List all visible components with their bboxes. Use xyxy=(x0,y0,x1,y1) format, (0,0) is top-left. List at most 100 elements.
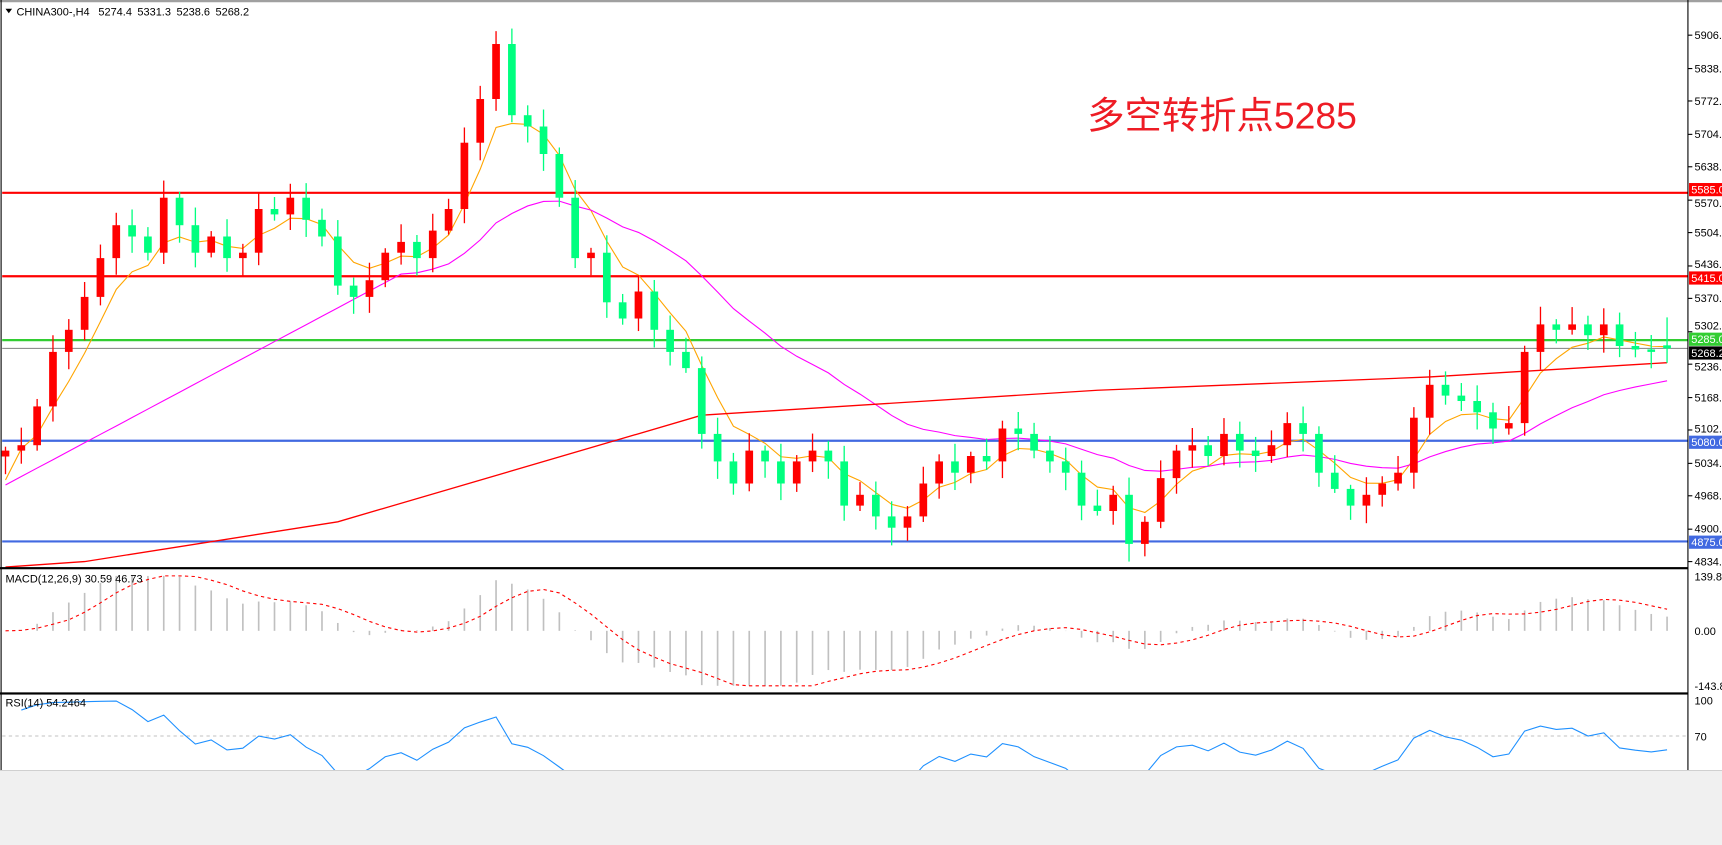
candle[interactable] xyxy=(128,209,136,253)
candle[interactable] xyxy=(444,198,453,235)
candle[interactable] xyxy=(697,356,706,449)
candle[interactable] xyxy=(903,506,912,541)
candle[interactable] xyxy=(1125,477,1133,562)
candle[interactable] xyxy=(49,335,57,422)
candle[interactable] xyxy=(1520,345,1529,436)
candle[interactable] xyxy=(1204,435,1212,466)
candle[interactable] xyxy=(1093,489,1102,516)
candle[interactable] xyxy=(1615,312,1624,358)
candle[interactable] xyxy=(302,183,311,237)
candle[interactable] xyxy=(1267,430,1276,463)
panel-separator[interactable] xyxy=(0,692,1688,695)
candle[interactable] xyxy=(1283,412,1292,458)
candle[interactable] xyxy=(1552,319,1561,344)
candle[interactable] xyxy=(1,446,10,475)
candle[interactable] xyxy=(1251,436,1260,472)
candle[interactable] xyxy=(618,293,627,325)
candle[interactable] xyxy=(33,398,41,451)
candle[interactable] xyxy=(777,443,785,501)
dropdown-triangle-icon[interactable] xyxy=(5,8,13,14)
candle[interactable] xyxy=(1489,402,1497,445)
candle[interactable] xyxy=(397,224,405,265)
candle[interactable] xyxy=(1061,447,1070,491)
candle[interactable] xyxy=(1046,435,1054,473)
candle[interactable] xyxy=(571,180,580,269)
candle[interactable] xyxy=(808,433,817,473)
candle[interactable] xyxy=(1536,306,1545,370)
candle[interactable] xyxy=(998,420,1007,479)
candle[interactable] xyxy=(1346,484,1355,520)
candle[interactable] xyxy=(1410,407,1418,489)
candle[interactable] xyxy=(17,427,26,464)
candle[interactable] xyxy=(413,235,421,276)
candle[interactable] xyxy=(492,31,500,111)
candle[interactable] xyxy=(175,191,184,243)
candle[interactable] xyxy=(144,227,152,261)
candle[interactable] xyxy=(650,279,659,348)
candle[interactable] xyxy=(64,319,73,370)
candle[interactable] xyxy=(982,438,991,470)
candle[interactable] xyxy=(1330,455,1339,493)
candle[interactable] xyxy=(951,443,959,491)
macd-panel[interactable] xyxy=(5,575,1668,687)
candle[interactable] xyxy=(207,231,216,258)
candle[interactable] xyxy=(1315,426,1323,487)
candle[interactable] xyxy=(349,277,358,314)
candle[interactable] xyxy=(1077,460,1086,521)
candle[interactable] xyxy=(270,197,279,221)
candle[interactable] xyxy=(112,212,121,275)
candle[interactable] xyxy=(476,85,485,161)
candle[interactable] xyxy=(1599,308,1608,353)
candle[interactable] xyxy=(666,315,674,366)
candle[interactable] xyxy=(1188,428,1197,468)
candle[interactable] xyxy=(1362,477,1371,524)
candle[interactable] xyxy=(1014,411,1023,451)
candle[interactable] xyxy=(523,105,532,143)
candle[interactable] xyxy=(761,445,769,478)
candle[interactable] xyxy=(1172,444,1181,494)
candle[interactable] xyxy=(428,213,437,273)
candle[interactable] xyxy=(792,455,801,492)
candle[interactable] xyxy=(1631,331,1640,358)
candle[interactable] xyxy=(602,235,611,318)
candle[interactable] xyxy=(682,337,690,373)
candle[interactable] xyxy=(745,433,754,492)
candle[interactable] xyxy=(1441,371,1450,405)
candle[interactable] xyxy=(333,220,342,295)
candle[interactable] xyxy=(1663,317,1671,363)
candle[interactable] xyxy=(1473,385,1482,430)
candle[interactable] xyxy=(935,454,943,499)
candle[interactable] xyxy=(840,445,849,521)
candle[interactable] xyxy=(1504,406,1513,435)
candle[interactable] xyxy=(887,501,896,546)
candle[interactable] xyxy=(318,208,326,247)
candle[interactable] xyxy=(1647,335,1656,369)
candle[interactable] xyxy=(1030,422,1038,459)
candle[interactable] xyxy=(1394,455,1402,491)
candle[interactable] xyxy=(729,452,738,495)
candle[interactable] xyxy=(856,482,864,512)
price-panel[interactable] xyxy=(1,28,1688,568)
candle[interactable] xyxy=(96,244,105,306)
candle[interactable] xyxy=(365,262,374,313)
candle[interactable] xyxy=(254,192,263,266)
candle[interactable] xyxy=(1299,406,1307,452)
candle[interactable] xyxy=(80,281,89,341)
candle[interactable] xyxy=(286,183,295,230)
candle[interactable] xyxy=(966,451,975,484)
candle[interactable] xyxy=(1235,421,1244,468)
candle[interactable] xyxy=(824,440,833,479)
candle[interactable] xyxy=(1109,485,1118,525)
candle[interactable] xyxy=(1141,516,1149,557)
candle[interactable] xyxy=(159,180,168,264)
candle[interactable] xyxy=(223,219,231,272)
candle[interactable] xyxy=(587,247,595,276)
candle[interactable] xyxy=(1584,315,1592,350)
candle[interactable] xyxy=(871,481,880,530)
candle[interactable] xyxy=(1425,369,1434,435)
candle[interactable] xyxy=(1378,476,1387,507)
candle[interactable] xyxy=(191,207,200,268)
candle[interactable] xyxy=(634,275,643,332)
